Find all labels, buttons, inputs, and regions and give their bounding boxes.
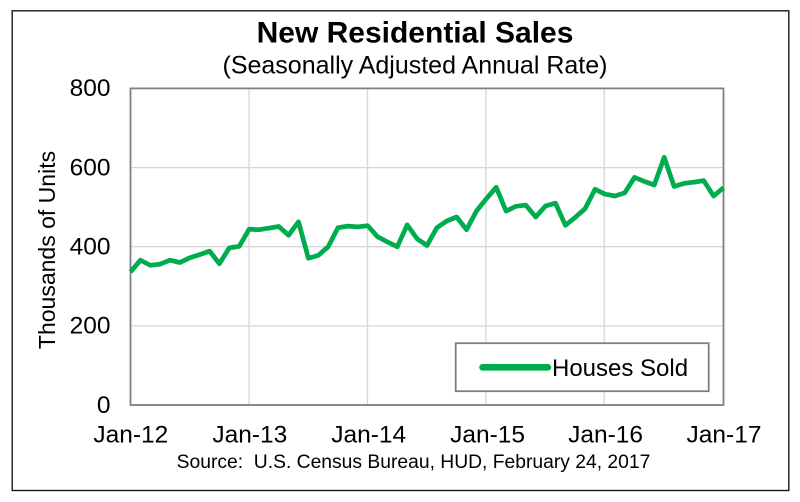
svg-text:Source: U.S. Census Bureau, H: Source: U.S. Census Bureau, HUD, Februar… [177, 452, 651, 473]
svg-text:Jan-17: Jan-17 [687, 422, 762, 449]
svg-text:New Residential Sales: New Residential Sales [257, 17, 574, 50]
svg-text:Jan-15: Jan-15 [450, 422, 525, 449]
svg-text:(Seasonally Adjusted Annual Ra: (Seasonally Adjusted Annual Rate) [223, 52, 608, 80]
svg-text:400: 400 [70, 234, 111, 261]
svg-text:Jan-14: Jan-14 [331, 422, 406, 449]
svg-text:800: 800 [70, 75, 111, 102]
svg-text:Thousands of Units: Thousands of Units [34, 151, 60, 349]
svg-text:600: 600 [70, 154, 111, 181]
svg-text:Jan-12: Jan-12 [93, 422, 168, 449]
svg-text:Jan-13: Jan-13 [212, 422, 287, 449]
svg-text:Jan-16: Jan-16 [568, 422, 643, 449]
svg-text:Houses Sold: Houses Sold [552, 355, 688, 382]
svg-text:0: 0 [97, 392, 111, 419]
svg-text:200: 200 [70, 313, 111, 340]
